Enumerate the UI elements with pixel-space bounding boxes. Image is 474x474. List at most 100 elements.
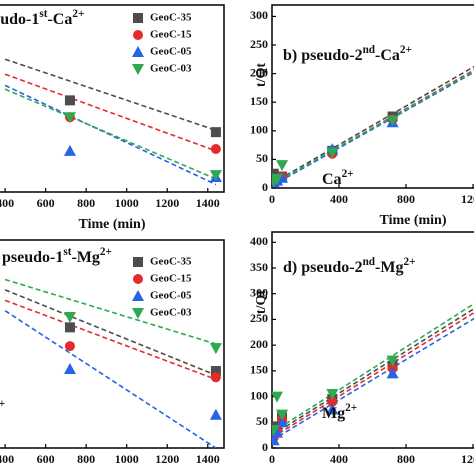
legend-marker [132, 308, 144, 319]
annotation: Mg2+ [0, 398, 5, 418]
x-tick-label: 1400 [196, 452, 220, 466]
panel: 400600800100012001400Time (min)pseudo-1s… [0, 4, 225, 232]
plot-frame [0, 239, 225, 449]
marker [210, 127, 221, 138]
fit-line [272, 311, 474, 439]
x-tick-label: 1400 [196, 196, 220, 210]
marker [386, 367, 399, 379]
x-tick-label: 800 [77, 452, 95, 466]
fit-line [272, 317, 474, 441]
legend-label: GeoC-15 [150, 273, 192, 285]
x-tick-label: 600 [37, 196, 55, 210]
panel-title: b) pseudo-2nd-Ca2+ [283, 44, 412, 64]
marker [63, 311, 76, 323]
y-tick-label: 100 [250, 388, 268, 402]
marker [326, 147, 339, 159]
fit-line [4, 299, 217, 381]
x-axis-label: Time (min) [78, 217, 145, 232]
x-tick-label: 400 [0, 196, 14, 210]
x-tick-label: 1200 [155, 196, 179, 210]
plot-area [4, 58, 222, 186]
x-tick-label: 400 [330, 192, 348, 206]
y-tick-label: 300 [250, 285, 268, 299]
x-tick-label: 0 [269, 192, 275, 206]
fit-line [4, 278, 217, 345]
x-tick-label: 1200 [461, 452, 474, 466]
panel-title: pseudo-1st-Mg2+ [2, 246, 112, 266]
panel: 400600800100012001400Time (min)pseudo-1s… [0, 239, 225, 474]
marker [63, 112, 76, 124]
panel-title: d) pseudo-2nd-Mg2+ [283, 256, 415, 276]
y-tick-label: 200 [250, 65, 268, 79]
y-axis-label: t/Qt [254, 63, 269, 87]
fit-line [4, 88, 217, 180]
marker [272, 173, 284, 185]
marker [276, 416, 289, 428]
panel-title: pseudo-1st-Ca2+ [0, 8, 84, 28]
fit-line [272, 65, 474, 185]
marker [272, 391, 284, 403]
marker [272, 426, 284, 438]
y-tick-label: 250 [250, 37, 268, 51]
marker [210, 143, 221, 154]
plot-area [4, 278, 222, 448]
marker [272, 425, 280, 436]
marker [209, 343, 222, 355]
marker [276, 160, 289, 172]
x-tick-label: 0 [269, 452, 275, 466]
y-tick-label: 400 [250, 234, 268, 248]
fit-line [4, 289, 217, 376]
plot-frame [271, 4, 474, 189]
legend-marker [133, 13, 143, 23]
marker [64, 341, 75, 352]
marker [209, 408, 222, 420]
fit-line [272, 302, 474, 434]
plot-area [272, 65, 474, 188]
legend-marker [133, 274, 143, 284]
marker [326, 403, 339, 415]
fit-line [4, 310, 217, 448]
y-tick-label: 250 [250, 311, 268, 325]
marker [63, 144, 76, 156]
legend-label: GeoC-03 [150, 307, 192, 319]
x-tick-label: 600 [37, 452, 55, 466]
fit-line [272, 70, 474, 186]
marker [386, 115, 399, 127]
marker [210, 372, 221, 383]
marker [64, 322, 75, 333]
x-tick-label: 1200 [461, 192, 474, 206]
y-axis-label: t/Qt [254, 290, 269, 314]
plot-frame [0, 4, 225, 193]
legend-label: GeoC-05 [150, 290, 192, 302]
legend-label: GeoC-05 [150, 46, 192, 58]
x-tick-label: 800 [397, 452, 415, 466]
x-tick-label: 400 [0, 452, 14, 466]
marker [386, 355, 399, 367]
legend-marker [133, 257, 143, 267]
x-tick-label: 1000 [115, 196, 139, 210]
y-tick-label: 100 [250, 123, 268, 137]
x-axis-label: Time (min) [379, 213, 446, 228]
marker [327, 396, 338, 407]
legend-label: GeoC-35 [150, 12, 192, 24]
annotation: Mg2+ [322, 402, 357, 422]
legend-label: GeoC-35 [150, 256, 192, 268]
y-tick-label: 0 [262, 440, 268, 454]
fit-line [272, 71, 474, 187]
marker [64, 95, 75, 106]
x-tick-label: 1200 [155, 452, 179, 466]
y-tick-label: 50 [256, 151, 268, 165]
y-tick-label: 150 [250, 363, 268, 377]
plot-area [272, 302, 474, 446]
y-tick-label: 350 [250, 260, 268, 274]
x-tick-label: 800 [397, 192, 415, 206]
fit-line [272, 307, 474, 436]
panel: 0 400 800 1200 0 50 100 150 200 250 300 Time (min) t… [250, 4, 474, 228]
x-tick-label: 400 [330, 452, 348, 466]
y-tick-label: 150 [250, 94, 268, 108]
legend-marker [133, 30, 143, 40]
legend-label: GeoC-03 [150, 63, 192, 75]
x-tick-label: 1000 [115, 452, 139, 466]
fit-line [4, 73, 217, 152]
